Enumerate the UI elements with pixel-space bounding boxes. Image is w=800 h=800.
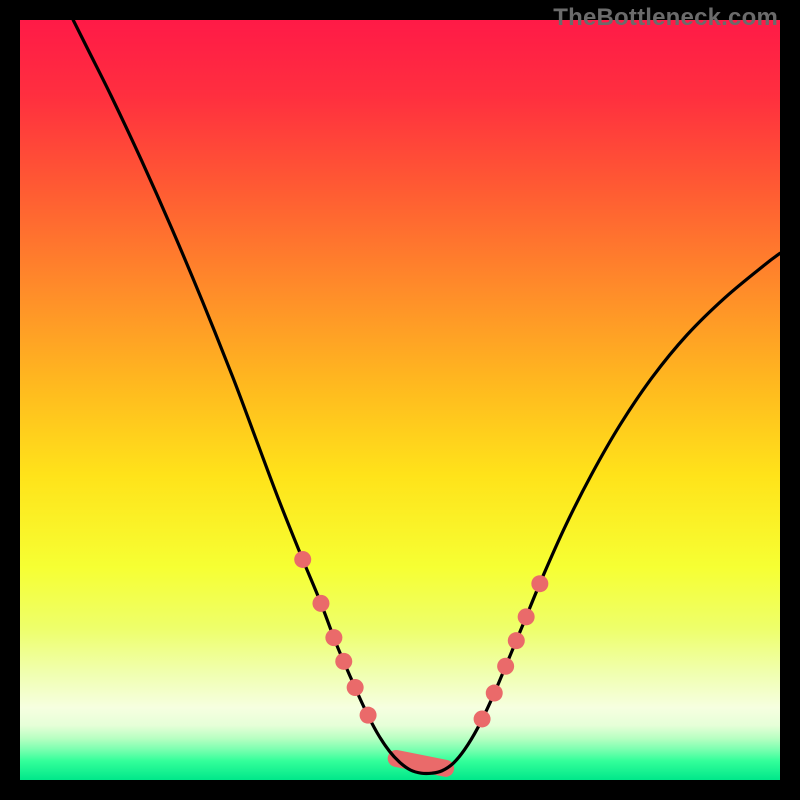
data-marker [360, 707, 377, 724]
data-marker [531, 575, 548, 592]
watermark-text: TheBottleneck.com [553, 4, 778, 32]
data-marker [508, 632, 525, 649]
data-marker [474, 710, 491, 727]
chart-frame: TheBottleneck.com [0, 0, 800, 800]
gradient-background [20, 20, 780, 780]
plot-area [20, 20, 780, 780]
data-marker [325, 629, 342, 646]
data-marker [518, 608, 535, 625]
data-marker [486, 685, 503, 702]
data-marker [347, 679, 364, 696]
data-marker [294, 551, 311, 568]
chart-svg [20, 20, 780, 780]
data-marker [497, 658, 514, 675]
data-marker [312, 595, 329, 612]
data-marker [335, 653, 352, 670]
